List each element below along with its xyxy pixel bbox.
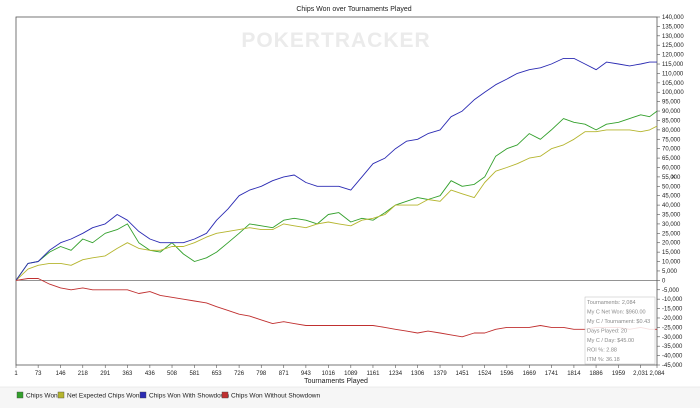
y-tick-label: -30,000	[662, 335, 683, 341]
y-tick-label: -25,000	[662, 325, 683, 331]
y-tick-label: 80,000	[662, 128, 681, 134]
y-tick-label: 120,000	[662, 53, 684, 59]
y-tick-label: 140,000	[662, 15, 684, 21]
y-tick-label: 30,000	[662, 222, 681, 228]
x-tick-label: 73	[35, 371, 42, 377]
x-tick-label: 2,084	[649, 371, 665, 377]
x-tick-label: 653	[212, 371, 223, 377]
stats-line: ITM %: 36.18	[587, 357, 620, 363]
y-tick-label: 110,000	[662, 71, 684, 77]
stats-line: My C Net Won: $960.00	[587, 310, 646, 316]
y-tick-label: 65,000	[662, 156, 681, 162]
x-tick-label: 146	[56, 371, 67, 377]
legend-label: Net Expected Chips Won	[67, 393, 140, 400]
x-tick-label: 508	[167, 371, 178, 377]
y-tick-label: 10,000	[662, 260, 681, 266]
series-line-1	[15, 110, 658, 281]
x-tick-label: 291	[100, 371, 111, 377]
x-tick-label: 798	[256, 371, 267, 377]
y-tick-label: 95,000	[662, 100, 681, 106]
y-tick-label: -5,000	[662, 288, 680, 294]
y-tick-label: 5,000	[662, 269, 678, 275]
y-tick-label: 115,000	[662, 62, 684, 68]
y-tick-label: 85,000	[662, 118, 681, 124]
y-tick-label: -40,000	[662, 354, 683, 360]
x-tick-label: 1089	[344, 371, 358, 377]
y-tick-label: -10,000	[662, 297, 683, 303]
plot-frame	[15, 16, 658, 366]
y-tick-label: 55,000	[662, 175, 681, 181]
y-tick-label: 75,000	[662, 137, 681, 143]
series-layer	[15, 57, 658, 338]
legend-swatch	[139, 391, 147, 399]
y-tick-label: 45,000	[662, 194, 681, 200]
x-tick-label: 1161	[367, 371, 381, 377]
legend-label: Chips Won	[26, 393, 58, 400]
y-tick-label: 90,000	[662, 109, 681, 115]
legend: Chips Won Net Expected Chips Won Chips Won…	[0, 386, 700, 408]
chart-title: Chips Won over Tournaments Played	[296, 6, 411, 13]
y-tick-label: 130,000	[662, 34, 684, 40]
x-tick-label: 1	[14, 371, 18, 377]
x-tick-label: 871	[279, 371, 290, 377]
x-tick-label: 436	[145, 371, 156, 377]
x-axis: 1 73 146 218 291 363 436 508 581 653 726 798 871 943 1…	[14, 365, 665, 377]
stats-line: Tournaments: 2,084	[587, 300, 636, 306]
stats-line: Days Played: 20	[587, 329, 627, 335]
x-tick-label: 581	[189, 371, 200, 377]
x-tick-label: 943	[301, 371, 312, 377]
y-tick-label: 60,000	[662, 165, 681, 171]
y-tick-label: 15,000	[662, 250, 681, 256]
y-tick-label: -15,000	[662, 307, 683, 313]
x-tick-label: 2,031	[633, 371, 649, 377]
x-tick-label: 1524	[478, 371, 492, 377]
stats-box: Tournaments: 2,084 My C Net Won: $960.00 M…	[584, 296, 656, 365]
x-tick-label: 1741	[545, 371, 559, 377]
legend-label: Chips Won With Showdown	[149, 393, 229, 400]
y-tick-label: 40,000	[662, 203, 681, 209]
y-tick-label: 105,000	[662, 81, 684, 87]
x-tick-label: 1234	[389, 371, 403, 377]
y-tick-label: 70,000	[662, 147, 681, 153]
legend-swatch	[57, 391, 65, 399]
series-line-3	[15, 57, 657, 281]
crosshair-cursor-icon	[671, 174, 676, 179]
series-line-2	[15, 125, 658, 281]
x-tick-label: 218	[78, 371, 89, 377]
y-tick-label: -45,000	[662, 363, 683, 369]
x-tick-label: 1016	[322, 371, 336, 377]
x-tick-label: 1814	[567, 371, 581, 377]
x-tick-label: 363	[122, 371, 133, 377]
x-tick-label: 1886	[589, 371, 603, 377]
x-tick-label: 1596	[500, 371, 514, 377]
y-tick-label: 25,000	[662, 231, 681, 237]
y-tick-label: -35,000	[662, 344, 683, 350]
x-tick-label: 1669	[523, 371, 537, 377]
legend-swatch	[221, 391, 229, 399]
x-tick-label: 1451	[456, 371, 470, 377]
y-tick-label: 50,000	[662, 184, 681, 190]
x-tick-label: 726	[234, 371, 245, 377]
pokertracker-watermark: POKERTRACKER	[241, 29, 430, 52]
legend-label: Chips Won Without Showdown	[231, 393, 321, 400]
y-tick-label: 100,000	[662, 90, 684, 96]
y-axis: 140,000 135,000 130,000 125,000 120,000 115,0…	[657, 15, 684, 369]
legend-swatch	[16, 391, 24, 399]
series-line-4	[15, 278, 657, 338]
x-tick-label: 1959	[612, 371, 626, 377]
stats-line: My C / Day: $45.00	[587, 338, 634, 344]
x-axis-title: Tournaments Played	[304, 378, 368, 385]
y-tick-label: 35,000	[662, 213, 681, 219]
y-tick-label: 125,000	[662, 43, 684, 49]
stats-line: My C / Tournament: $0.43	[587, 319, 650, 325]
y-tick-label: 20,000	[662, 241, 681, 247]
x-tick-label: 1379	[433, 371, 447, 377]
x-tick-label: 1306	[411, 371, 425, 377]
y-tick-label: -20,000	[662, 316, 683, 322]
stats-line: ROI %: 2.88	[587, 348, 617, 354]
y-tick-label: 0	[662, 278, 666, 284]
y-tick-label: 135,000	[662, 24, 684, 30]
